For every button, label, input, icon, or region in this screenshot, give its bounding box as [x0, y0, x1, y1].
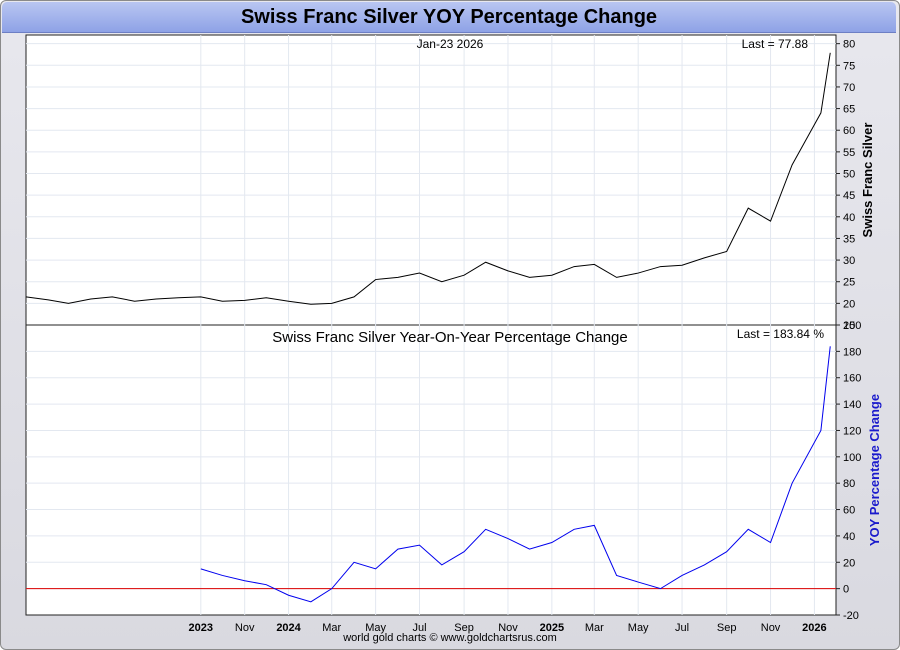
top-y-tick-label: 30 — [843, 255, 855, 267]
bottom-y-tick-label: 160 — [843, 373, 861, 385]
bottom-y-axis-label: YOY Percentage Change — [867, 394, 882, 546]
bottom-grid — [26, 325, 836, 615]
x-tick-label: 2025 — [540, 622, 564, 634]
bottom-y-tick-label: 40 — [843, 531, 855, 543]
bottom-y-tick-label: 100 — [843, 452, 861, 464]
title-bar: Swiss Franc Silver YOY Percentage Change — [2, 2, 896, 33]
x-tick-label: Sep — [717, 622, 737, 634]
bottom-panel — [25, 324, 837, 616]
x-tick-label: 2024 — [276, 622, 301, 634]
bottom-y-tick-label: 120 — [843, 425, 861, 437]
top-last-label: Last = 77.88 — [742, 37, 809, 51]
x-tick-label: Sep — [454, 622, 474, 634]
top-y-tick-label: 35 — [843, 233, 855, 245]
x-tick-label: Mar — [322, 622, 341, 634]
x-tick-label: 2023 — [189, 622, 213, 634]
top-panel — [25, 34, 837, 326]
bottom-y-tick-label: 140 — [843, 399, 861, 411]
top-y-tick-label: 20 — [843, 298, 855, 310]
top-y-tick-label: 65 — [843, 104, 855, 116]
top-y-tick-label: 40 — [843, 212, 855, 224]
top-y-axis-label: Swiss Franc Silver — [860, 123, 875, 238]
top-y-tick-label: 75 — [843, 60, 855, 72]
top-y-tick-label: 45 — [843, 190, 855, 202]
x-tick-label: May — [628, 622, 649, 634]
bottom-last-label: Last = 183.84 % — [737, 327, 824, 341]
x-tick-label: May — [365, 622, 386, 634]
top-y-tick-label: 25 — [843, 277, 855, 289]
x-ticks: 2023 Nov 2024 Mar May Jul Sep Nov 2025 Mar May Jul S… — [189, 622, 827, 634]
x-tick-label: Nov — [235, 622, 255, 634]
x-tick-label: Jul — [412, 622, 426, 634]
bottom-y-tick-label: 80 — [843, 478, 855, 490]
price-series-line — [25, 52, 831, 305]
top-y-tick-label: 60 — [843, 125, 855, 137]
yoy-series-line — [200, 346, 831, 603]
bottom-y-tick-label: 180 — [843, 346, 861, 358]
x-tick-label: 2026 — [802, 622, 826, 634]
top-y-tick-label: 80 — [843, 39, 855, 51]
bottom-y-tick-label: 0 — [843, 584, 849, 596]
top-y-ticks: 15 20 25 30 35 40 45 50 55 60 65 70 75 80 — [836, 39, 855, 332]
top-y-tick-label: 55 — [843, 147, 855, 159]
bottom-y-tick-label: 60 — [843, 505, 855, 517]
credit-text: world gold charts © www.goldchartsrus.co… — [343, 632, 557, 644]
bottom-chart-title: Swiss Franc Silver Year-On-Year Percenta… — [272, 329, 627, 346]
x-tick-label: Nov — [761, 622, 781, 634]
date-label: Jan-23 2026 — [417, 37, 484, 51]
x-tick-label: Jul — [675, 622, 689, 634]
top-y-tick-label: 70 — [843, 82, 855, 94]
x-tick-label: Nov — [498, 622, 518, 634]
x-tick-label: Mar — [585, 622, 604, 634]
bottom-y-tick-label: 20 — [843, 557, 855, 569]
chart-title: Swiss Franc Silver YOY Percentage Change — [240, 6, 658, 28]
top-y-tick-label: 15 — [843, 320, 855, 332]
top-grid — [26, 35, 836, 325]
bottom-y-tick-label: -20 — [843, 610, 859, 622]
bottom-y-tick-label: 200 — [843, 320, 861, 332]
top-y-tick-label: 50 — [843, 169, 855, 181]
bottom-y-ticks: -20 0 20 40 60 80 100 120 140 160 180 200 — [836, 320, 861, 622]
